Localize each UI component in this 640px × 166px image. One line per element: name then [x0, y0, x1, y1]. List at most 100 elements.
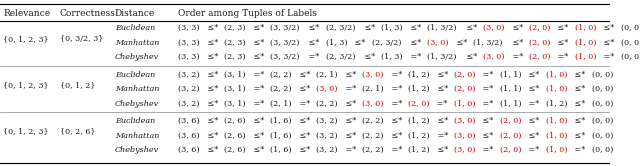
Text: (2, 3): (2, 3) [224, 53, 246, 61]
Text: Euclidean: Euclidean [115, 71, 155, 79]
Text: ≤*: ≤* [435, 71, 451, 79]
Text: ≤*: ≤* [601, 24, 617, 32]
Text: ≤*: ≤* [556, 39, 571, 47]
Text: (3, 2): (3, 2) [178, 71, 200, 79]
Text: (3, 0): (3, 0) [454, 117, 476, 125]
Text: ≤*: ≤* [408, 24, 424, 32]
Text: ≤*: ≤* [572, 132, 588, 140]
Text: (3, 0): (3, 0) [454, 132, 476, 140]
Text: =*: =* [251, 71, 266, 79]
Text: ≤*: ≤* [353, 39, 368, 47]
Text: =*: =* [251, 85, 266, 93]
Text: (2, 3): (2, 3) [224, 39, 246, 47]
Text: (3, 2): (3, 2) [316, 146, 338, 154]
Text: {0, 1, 2, 3}: {0, 1, 2, 3} [3, 128, 49, 136]
Text: ≤*: ≤* [388, 132, 404, 140]
Text: =*: =* [556, 53, 571, 61]
Text: ≤*: ≤* [205, 53, 221, 61]
Text: Euclidean: Euclidean [115, 24, 155, 32]
Text: ≤*: ≤* [251, 39, 266, 47]
Text: (3, 3/2): (3, 3/2) [270, 24, 300, 32]
Text: (2, 3/2): (2, 3/2) [326, 24, 355, 32]
Text: Chebyshev: Chebyshev [115, 100, 159, 108]
Text: (2, 2): (2, 2) [362, 132, 384, 140]
Text: (1, 3/2): (1, 3/2) [428, 53, 457, 61]
Text: Distance: Distance [115, 9, 155, 18]
Text: (2, 6): (2, 6) [224, 117, 246, 125]
Text: (0, 0): (0, 0) [591, 85, 613, 93]
Text: (3, 1): (3, 1) [224, 85, 246, 93]
Text: ≤*: ≤* [526, 85, 542, 93]
Text: (0, 0): (0, 0) [621, 39, 640, 47]
Text: (1, 0): (1, 0) [546, 132, 567, 140]
Text: (1, 0): (1, 0) [546, 85, 567, 93]
Text: ≤*: ≤* [572, 117, 588, 125]
Text: ≤*: ≤* [297, 71, 312, 79]
Text: (1, 2): (1, 2) [545, 100, 567, 108]
Text: (2, 3): (2, 3) [224, 24, 246, 32]
Text: =*: =* [481, 85, 496, 93]
Text: (3, 6): (3, 6) [178, 117, 200, 125]
Text: (1, 2): (1, 2) [408, 146, 429, 154]
Text: =*: =* [388, 100, 404, 108]
Text: ≤*: ≤* [297, 117, 312, 125]
Text: ≤*: ≤* [205, 71, 221, 79]
Text: =*: =* [342, 85, 358, 93]
Text: ≤*: ≤* [435, 146, 451, 154]
Text: =*: =* [480, 100, 496, 108]
Text: =*: =* [601, 53, 617, 61]
Text: (2, 0): (2, 0) [500, 132, 522, 140]
Text: (3, 6): (3, 6) [178, 146, 200, 154]
Text: (3, 0): (3, 0) [483, 24, 504, 32]
Text: ≤*: ≤* [205, 100, 221, 108]
Text: (3, 1): (3, 1) [224, 100, 246, 108]
Text: =*: =* [526, 100, 542, 108]
Text: (2, 2): (2, 2) [362, 146, 384, 154]
Text: ≤*: ≤* [572, 85, 588, 93]
Text: ≤*: ≤* [435, 85, 451, 93]
Text: =*: =* [307, 53, 322, 61]
Text: ≤*: ≤* [342, 71, 358, 79]
Text: (2, 0): (2, 0) [529, 53, 550, 61]
Text: =*: =* [388, 85, 404, 93]
Text: ≤*: ≤* [251, 117, 266, 125]
Text: (1, 1): (1, 1) [500, 85, 522, 93]
Text: (1, 0): (1, 0) [546, 146, 567, 154]
Text: (3, 0): (3, 0) [454, 146, 476, 154]
Text: =*: =* [297, 100, 312, 108]
Text: ≤*: ≤* [205, 117, 221, 125]
Text: (1, 0): (1, 0) [546, 117, 567, 125]
Text: =*: =* [509, 53, 525, 61]
Text: =*: =* [526, 146, 542, 154]
Text: ≤*: ≤* [307, 39, 322, 47]
Text: ≤*: ≤* [297, 132, 312, 140]
Text: ≤*: ≤* [556, 24, 571, 32]
Text: ≤*: ≤* [307, 24, 322, 32]
Text: (1, 0): (1, 0) [575, 39, 596, 47]
Text: =*: =* [435, 100, 450, 108]
Text: ≤*: ≤* [388, 117, 404, 125]
Text: (3, 2): (3, 2) [316, 132, 338, 140]
Text: (3, 0): (3, 0) [428, 39, 449, 47]
Text: (1, 0): (1, 0) [454, 100, 476, 108]
Text: (1, 2): (1, 2) [408, 132, 429, 140]
Text: (2, 1): (2, 1) [362, 85, 383, 93]
Text: (1, 3): (1, 3) [326, 39, 348, 47]
Text: (2, 2): (2, 2) [316, 100, 338, 108]
Text: (2, 0): (2, 0) [529, 24, 550, 32]
Text: (2, 0): (2, 0) [529, 39, 550, 47]
Text: (3, 3): (3, 3) [178, 39, 200, 47]
Text: ≤*: ≤* [251, 132, 266, 140]
Text: (1, 3): (1, 3) [381, 24, 403, 32]
Text: (3, 0): (3, 0) [316, 85, 338, 93]
Text: (2, 0): (2, 0) [454, 71, 476, 79]
Text: (2, 0): (2, 0) [408, 100, 429, 108]
Text: (3, 2): (3, 2) [316, 117, 338, 125]
Text: (2, 6): (2, 6) [224, 132, 246, 140]
Text: =*: =* [481, 71, 496, 79]
Text: (0, 0): (0, 0) [591, 132, 613, 140]
Text: {0, 2, 6}: {0, 2, 6} [60, 128, 95, 136]
Text: (2, 2): (2, 2) [270, 85, 292, 93]
Text: ≤*: ≤* [205, 85, 221, 93]
Text: {0, 1, 2, 3}: {0, 1, 2, 3} [3, 81, 49, 89]
